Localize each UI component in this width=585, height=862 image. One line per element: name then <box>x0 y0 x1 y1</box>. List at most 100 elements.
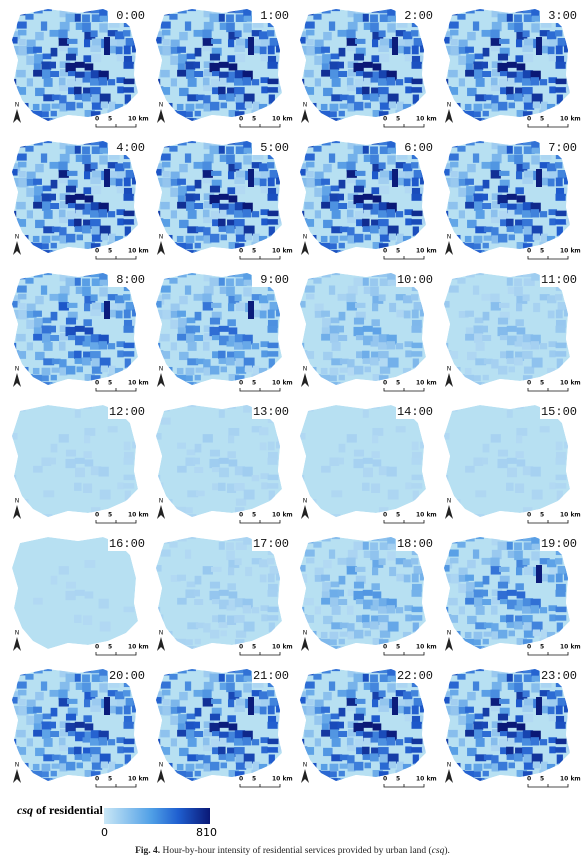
map-patch <box>259 442 267 451</box>
map-patch <box>372 109 383 119</box>
map-patch <box>499 698 510 704</box>
map-patch <box>26 171 36 182</box>
map-patch <box>482 179 490 189</box>
map-patch <box>58 434 69 443</box>
map-patch <box>473 639 481 646</box>
map-patch <box>26 738 33 747</box>
map-patch <box>201 382 212 385</box>
map-patch <box>338 638 345 645</box>
map-patch <box>338 47 346 57</box>
map-patch <box>259 646 271 649</box>
map-patch <box>338 203 348 210</box>
map-patch <box>177 381 188 385</box>
map-patch <box>41 763 51 771</box>
map-patch <box>300 573 308 583</box>
map-patch <box>522 162 530 170</box>
map-patch <box>473 771 481 778</box>
scale-bar <box>527 388 569 392</box>
map-patch <box>337 589 344 597</box>
map-patch <box>218 409 225 418</box>
map-patch <box>420 187 426 194</box>
map-patch <box>490 302 501 311</box>
map-patch <box>355 211 364 220</box>
map-patch <box>243 23 252 33</box>
map-patch <box>204 729 212 737</box>
map-patch <box>306 705 317 716</box>
caption-end: ). <box>444 846 450 856</box>
map-patch <box>195 367 204 373</box>
map-patch <box>74 409 81 418</box>
map-patch <box>162 102 173 110</box>
map-patch <box>243 753 255 764</box>
map-patch <box>65 277 76 287</box>
map-patch <box>193 721 200 729</box>
map-patch <box>32 374 43 383</box>
map-patch <box>403 118 415 121</box>
map-patch <box>386 202 397 213</box>
map-patch <box>194 599 204 606</box>
map-patch <box>387 683 396 693</box>
map-patch <box>74 673 81 682</box>
map-patch <box>482 71 492 78</box>
map-patch <box>267 342 279 349</box>
map-patch <box>539 739 548 746</box>
map-patch <box>403 574 411 583</box>
map-patch <box>347 103 356 112</box>
map-patch <box>259 706 267 715</box>
map-patch <box>75 383 83 385</box>
map-patch <box>248 37 254 55</box>
map-patch <box>355 71 365 77</box>
map-patch <box>371 715 380 723</box>
map-patch <box>362 145 369 154</box>
map-patch <box>557 103 566 110</box>
map-patch <box>402 763 412 770</box>
map-patch <box>420 763 426 770</box>
caption-italic: csq <box>431 846 445 856</box>
map-patch <box>506 350 514 359</box>
map-patch <box>193 118 204 121</box>
map-patch <box>516 637 527 647</box>
map-patch <box>523 234 535 242</box>
map-patch <box>547 310 555 319</box>
map-patch <box>379 226 391 236</box>
map-patch <box>363 203 373 214</box>
map-patch <box>65 722 76 733</box>
map-patch <box>457 110 465 117</box>
map-patch <box>49 61 56 69</box>
map-patch <box>329 61 340 70</box>
map-patch <box>83 171 91 180</box>
map-patch <box>491 61 503 68</box>
map-patch <box>522 669 532 674</box>
map-patch <box>16 333 26 342</box>
map-patch <box>411 705 419 715</box>
map-patch <box>67 249 77 253</box>
map-patch <box>421 690 426 697</box>
map-patch <box>421 567 426 575</box>
map-patch <box>515 87 525 97</box>
map <box>444 141 570 253</box>
map-patch <box>26 319 38 329</box>
map-patch <box>194 203 204 210</box>
map-patch <box>26 187 38 197</box>
map-patch <box>194 374 201 381</box>
map-patch <box>516 335 525 345</box>
map-patch <box>450 45 461 56</box>
map-patch <box>362 541 369 550</box>
map-patch <box>507 209 517 217</box>
map-patch <box>234 177 245 184</box>
map-patch <box>209 53 221 61</box>
scale-label: 5 <box>252 644 256 651</box>
map-patch <box>16 285 27 293</box>
map-patch <box>379 14 391 22</box>
map-patch <box>396 45 405 54</box>
map-patch <box>321 46 330 53</box>
hour-label: 22:00 <box>397 669 433 683</box>
map-patch <box>267 558 275 565</box>
map-patch <box>354 365 364 375</box>
map-patch <box>347 745 357 752</box>
map-patch <box>321 310 330 317</box>
map-patch <box>177 273 187 278</box>
map-patch <box>347 9 356 18</box>
map-patch <box>49 325 56 333</box>
